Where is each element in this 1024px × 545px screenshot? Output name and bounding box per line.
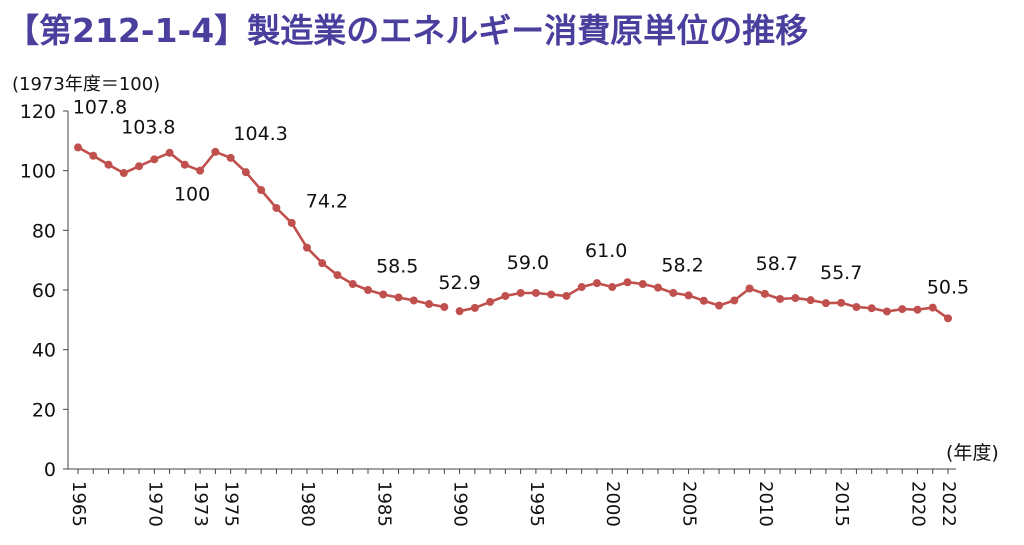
- data-point: [699, 296, 708, 305]
- data-point: [715, 301, 724, 310]
- data-point: [577, 283, 586, 292]
- x-tick-label: 1970: [144, 481, 165, 527]
- x-tick-label: 1985: [373, 481, 394, 527]
- data-point: [928, 303, 937, 312]
- data-point: [440, 303, 449, 312]
- data-point: [241, 168, 250, 177]
- data-point: [669, 288, 678, 297]
- data-point: [944, 314, 952, 323]
- x-tick-label: 1995: [526, 481, 547, 527]
- data-point: [486, 297, 495, 306]
- y-tick-label: 40: [32, 340, 56, 362]
- data-point: [226, 153, 235, 162]
- series-line: [77, 146, 445, 309]
- data-label: 74.2: [306, 191, 348, 213]
- x-tick-label: 2015: [831, 481, 852, 527]
- data-point: [821, 299, 830, 308]
- y-tick-label: 100: [20, 161, 56, 183]
- data-label: 59.0: [507, 252, 549, 274]
- chart-title: 【第212-1-4】製造業のエネルギー消費原単位の推移: [6, 11, 809, 50]
- data-point: [211, 147, 220, 156]
- data-point: [867, 304, 876, 313]
- data-point: [882, 307, 891, 316]
- data-label: 103.8: [121, 116, 175, 138]
- x-tick-label: 2005: [679, 481, 700, 527]
- data-point: [379, 290, 388, 299]
- data-label: 100: [174, 184, 210, 206]
- data-point: [806, 296, 815, 305]
- x-tick-label: 2022: [938, 481, 959, 527]
- data-label: 52.9: [438, 272, 480, 294]
- data-point: [470, 303, 479, 312]
- data-point: [287, 218, 296, 227]
- y-tick-label: 60: [32, 280, 56, 302]
- data-point: [654, 283, 662, 292]
- data-point: [547, 290, 556, 299]
- data-label: 58.2: [661, 254, 703, 276]
- data-point: [364, 286, 372, 294]
- data-point: [196, 166, 205, 175]
- data-point: [257, 186, 266, 195]
- y-tick-label: 80: [32, 220, 56, 242]
- x-tick-label: 1990: [450, 481, 471, 527]
- data-point: [898, 305, 907, 314]
- data-label: 58.7: [756, 253, 798, 275]
- data-point: [837, 298, 846, 307]
- x-tick-label: 1965: [68, 481, 89, 527]
- y-tick-label: 20: [32, 399, 56, 421]
- data-label: 50.5: [927, 276, 969, 298]
- data-point: [852, 303, 861, 312]
- data-point: [745, 284, 754, 293]
- data-label: 104.3: [233, 123, 287, 145]
- data-point: [791, 294, 800, 303]
- data-point: [684, 291, 693, 300]
- data-point: [150, 155, 159, 164]
- y-tick-label: 120: [20, 101, 56, 123]
- data-point: [501, 291, 510, 300]
- data-point: [89, 151, 98, 160]
- data-point: [333, 271, 342, 280]
- data-point: [638, 280, 647, 289]
- data-point: [104, 160, 113, 169]
- y-axis-unit-label: (1973年度＝100): [12, 74, 161, 95]
- data-label: 61.0: [585, 240, 627, 262]
- x-tick-label: 2010: [755, 481, 776, 527]
- data-point: [623, 278, 632, 287]
- x-tick-label: 2000: [602, 481, 623, 527]
- data-point: [318, 259, 327, 268]
- data-point: [348, 280, 357, 289]
- data-point: [135, 162, 144, 171]
- data-point: [425, 300, 434, 309]
- x-tick-label: 1973: [190, 481, 211, 527]
- data-point: [531, 288, 540, 297]
- data-point: [302, 243, 311, 252]
- data-point: [74, 143, 82, 152]
- y-tick-label: 0: [44, 459, 56, 481]
- x-tick-label: 1980: [297, 481, 318, 527]
- data-label: 55.7: [820, 262, 862, 284]
- data-point: [165, 148, 174, 157]
- data-point: [180, 160, 189, 169]
- data-point: [776, 294, 785, 303]
- data-point: [562, 291, 571, 300]
- data-point: [516, 288, 525, 297]
- data-point: [760, 289, 769, 298]
- data-point: [119, 169, 128, 178]
- data-point: [592, 279, 601, 288]
- data-point: [730, 296, 739, 305]
- data-label: 107.8: [73, 96, 127, 118]
- data-label: 58.5: [376, 255, 418, 277]
- data-point: [272, 203, 281, 212]
- x-axis-unit-label: (年度): [946, 442, 999, 464]
- data-point: [409, 296, 418, 305]
- data-point: [455, 307, 464, 316]
- x-tick-label: 1975: [221, 481, 242, 527]
- data-point: [394, 293, 403, 302]
- x-tick-label: 2020: [907, 481, 928, 527]
- data-point: [913, 305, 922, 314]
- data-point: [608, 283, 617, 292]
